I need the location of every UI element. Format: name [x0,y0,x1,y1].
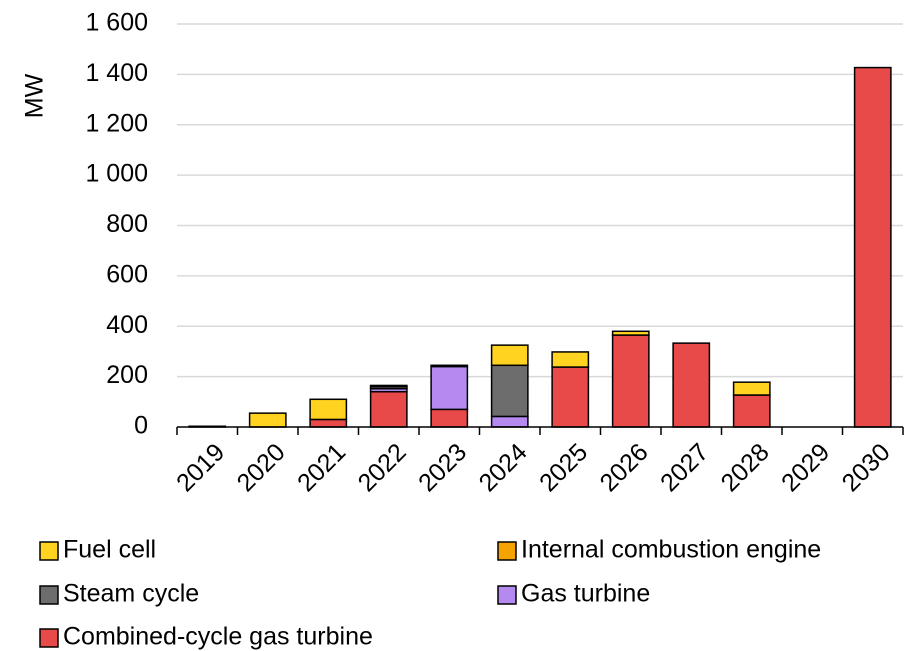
x-tick-label: 2030 [837,438,896,497]
bar-segment [672,342,711,428]
bar-segment [551,366,590,428]
y-tick-label: 800 [106,210,148,238]
legend-label: Internal combustion engine [521,536,821,564]
bar-segment [611,330,650,336]
bar-segment [853,66,892,428]
y-tick-label: 1 400 [85,59,148,87]
x-tick-label: 2024 [474,438,533,497]
bar-segment [430,408,469,428]
x-tick-label: 2023 [413,438,472,497]
legend-label: Combined-cycle gas turbine [63,623,373,651]
x-tick-label: 2025 [534,438,593,497]
x-tick-label: 2027 [655,438,714,497]
x-tick-label: 2020 [232,438,291,497]
y-tick-label: 200 [106,361,148,389]
legend-label: Steam cycle [63,580,199,608]
x-tick-label: 2021 [292,438,351,497]
y-tick-label: 1 600 [85,9,148,37]
legend-swatch [39,628,59,648]
x-tick-label: 2019 [171,438,230,497]
bar-segment [309,418,348,428]
bar-segment [430,364,469,368]
bar-segment [369,384,408,388]
legend-swatch [39,541,59,561]
bar-segment [430,365,469,411]
bar-segment [732,394,771,428]
x-tick-label: 2022 [353,438,412,497]
x-tick-label: 2028 [716,438,775,497]
legend-label: Gas turbine [521,580,650,608]
y-tick-label: 400 [106,311,148,339]
y-tick-label: 600 [106,260,148,288]
bar-segment [490,344,529,367]
x-tick-label: 2026 [595,438,654,497]
bar-segment [309,398,348,421]
legend-swatch [497,585,517,605]
bar-segment [490,364,529,418]
legend-swatch [39,585,59,605]
bar-segment [248,412,287,428]
legend-swatch [497,541,517,561]
bar-segment [732,381,771,396]
bar-segment [490,415,529,428]
x-tick-label: 2029 [776,438,835,497]
y-tick-label: 1 200 [85,109,148,137]
y-tick-label: 1 000 [85,160,148,188]
bar-segment [611,334,650,428]
bar-segment [551,351,590,368]
y-axis-label: MW [21,73,49,118]
bar-segment [369,390,408,428]
y-tick-label: 0 [134,412,148,440]
legend-label: Fuel cell [63,536,156,564]
